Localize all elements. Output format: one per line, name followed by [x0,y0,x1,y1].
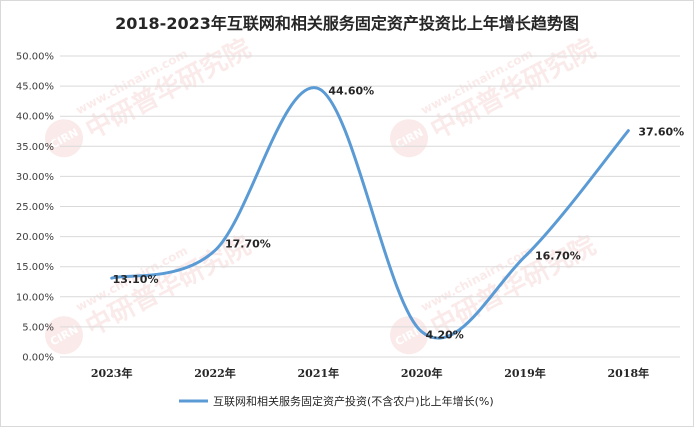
watermark-circle [45,119,84,158]
x-tick-label: 2022年 [194,366,236,380]
watermark-circle [390,119,429,158]
y-tick-label: 5.00% [22,322,54,333]
y-tick-label: 35.00% [16,142,54,153]
data-label: 37.60% [638,126,684,139]
y-tick-label: 30.00% [16,172,54,183]
x-tick-label: 2018年 [608,366,650,380]
y-axis: 0.00% 5.00% 10.00% 15.00% 20.00% 25.00% 30.00%… [16,52,54,364]
watermark-circle [45,316,84,355]
x-axis: 2023年 2022年 2021年 2020年 2019年 2018年 [91,366,649,380]
y-tick-label: 15.00% [16,262,54,273]
data-label: 4.20% [426,329,464,342]
y-tick-label: 50.00% [16,52,54,63]
chart-title: 2018-2023年互联网和相关服务固定资产投资比上年增长趋势图 [115,14,579,33]
x-tick-label: 2019年 [504,366,546,380]
legend-label: 互联网和相关服务固定资产投资(不含农户)比上年增长(%) [213,394,494,408]
y-tick-label: 25.00% [16,202,54,213]
y-tick-label: 20.00% [16,232,54,243]
x-tick-label: 2020年 [401,366,443,380]
watermark-circle [390,316,429,355]
data-label: 44.60% [328,85,374,98]
x-tick-label: 2023年 [91,366,133,380]
y-tick-label: 45.00% [16,82,54,93]
gridlines [60,55,680,358]
series-layer [110,86,630,340]
data-labels: 13.10% 17.70% 44.60% 4.20% 16.70% 37.60% [113,85,684,342]
y-tick-label: 10.00% [16,292,54,303]
data-label: 13.10% [113,273,159,286]
data-label: 16.70% [535,249,581,262]
y-tick-label: 0.00% [22,353,54,364]
legend: 互联网和相关服务固定资产投资(不含农户)比上年增长(%) [179,394,494,408]
series-line [110,86,630,340]
data-label: 17.70% [225,237,271,250]
x-tick-label: 2021年 [298,366,340,380]
y-tick-label: 40.00% [16,112,54,123]
